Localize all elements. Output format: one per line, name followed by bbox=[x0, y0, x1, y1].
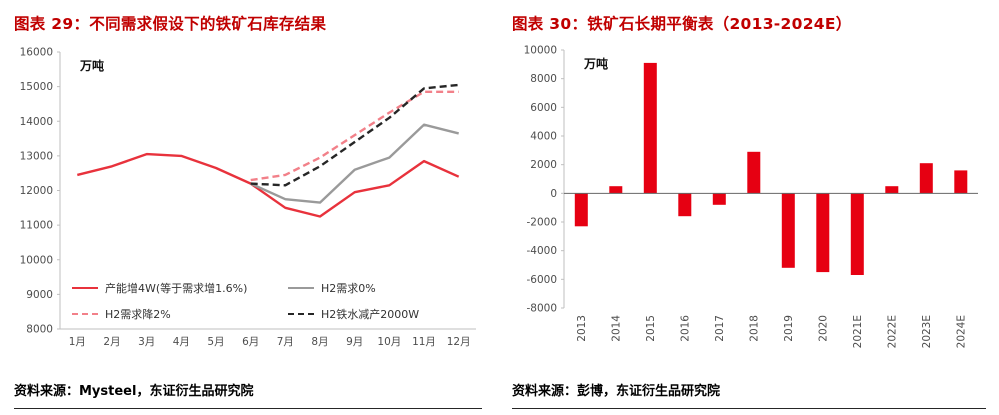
svg-text:10000: 10000 bbox=[20, 254, 53, 266]
svg-text:9月: 9月 bbox=[346, 336, 363, 348]
figure-29-panel: 图表 29：不同需求假设下的铁矿石库存结果 8000 9000 10000 11000… bbox=[14, 0, 482, 415]
legend-item-h2-demand-down-2: H2需求降2% bbox=[72, 306, 288, 322]
svg-text:0: 0 bbox=[550, 188, 557, 200]
legend-swatch-red-solid bbox=[72, 287, 98, 289]
svg-text:2019: 2019 bbox=[783, 315, 795, 342]
svg-text:2021E: 2021E bbox=[852, 315, 864, 348]
legend-swatch-gray-solid bbox=[288, 287, 314, 289]
svg-text:8000: 8000 bbox=[26, 324, 53, 336]
svg-text:2017: 2017 bbox=[714, 315, 726, 342]
svg-text:3月: 3月 bbox=[138, 336, 155, 348]
figure-30-source-note: 资料来源：彭博，东证衍生品研究院 bbox=[512, 384, 721, 399]
svg-text:-4000: -4000 bbox=[526, 245, 557, 257]
svg-text:2020: 2020 bbox=[817, 315, 829, 342]
legend-item-h2-demand-0: H2需求0% bbox=[288, 280, 419, 296]
chart-legend: 产能增4W(等于需求增1.6%) H2需求0% H2需求降2% H2铁水减产20… bbox=[72, 280, 419, 322]
svg-text:-2000: -2000 bbox=[526, 217, 557, 229]
svg-text:10000: 10000 bbox=[524, 45, 557, 57]
svg-text:12000: 12000 bbox=[20, 185, 53, 197]
svg-text:16000: 16000 bbox=[20, 47, 53, 59]
svg-text:2000: 2000 bbox=[530, 159, 557, 171]
legend-swatch-black-dashed bbox=[288, 313, 314, 315]
svg-text:1月: 1月 bbox=[69, 336, 86, 348]
svg-text:11000: 11000 bbox=[20, 220, 53, 232]
legend-item-h2-hot-metal-cut: H2铁水减产2000W bbox=[288, 306, 419, 322]
figure-29-title: 图表 29：不同需求假设下的铁矿石库存结果 bbox=[14, 15, 327, 33]
legend-label: H2铁水减产2000W bbox=[321, 308, 420, 321]
svg-text:2014: 2014 bbox=[610, 315, 622, 342]
svg-text:2024E: 2024E bbox=[955, 315, 967, 348]
svg-text:5月: 5月 bbox=[207, 336, 224, 348]
legend-item-capacity-up: 产能增4W(等于需求增1.6%) bbox=[72, 280, 288, 296]
svg-text:6月: 6月 bbox=[242, 336, 259, 348]
svg-text:15000: 15000 bbox=[20, 81, 53, 93]
figure-29-divider bbox=[14, 408, 482, 409]
iron-ore-inventory-line-chart: 8000 9000 10000 11000 12000 13000 14000 15000 16… bbox=[20, 47, 476, 348]
svg-text:14000: 14000 bbox=[20, 116, 53, 128]
svg-text:2018: 2018 bbox=[748, 315, 760, 342]
svg-text:13000: 13000 bbox=[20, 150, 53, 162]
svg-text:8月: 8月 bbox=[311, 336, 328, 348]
legend-label: H2需求0% bbox=[321, 282, 376, 295]
svg-text:4月: 4月 bbox=[173, 336, 190, 348]
svg-text:-6000: -6000 bbox=[526, 274, 557, 286]
svg-text:万吨: 万吨 bbox=[583, 56, 608, 71]
svg-text:9000: 9000 bbox=[26, 289, 53, 301]
figure-29-source-note: 资料来源：Mysteel，东证衍生品研究院 bbox=[14, 384, 254, 399]
svg-text:10月: 10月 bbox=[377, 336, 401, 348]
figure-29-chart: 8000 9000 10000 11000 12000 13000 14000 15000 16… bbox=[14, 40, 482, 355]
svg-text:2016: 2016 bbox=[679, 315, 691, 342]
figure-30-panel: 图表 30：铁矿石长期平衡表（2013-2024E） -8000 -6000 -40… bbox=[512, 0, 986, 415]
svg-text:2013: 2013 bbox=[576, 315, 588, 342]
figure-30-divider bbox=[512, 408, 986, 409]
legend-label: 产能增4W(等于需求增1.6%) bbox=[105, 282, 248, 295]
svg-text:4000: 4000 bbox=[530, 131, 557, 143]
figure-30-title: 图表 30：铁矿石长期平衡表（2013-2024E） bbox=[512, 15, 852, 33]
svg-text:6000: 6000 bbox=[530, 102, 557, 114]
svg-text:2月: 2月 bbox=[103, 336, 120, 348]
legend-label: H2需求降2% bbox=[105, 308, 171, 321]
figure-30-chart: -8000 -6000 -4000 -2000 0 2000 4000 6000 8000 100… bbox=[512, 40, 986, 370]
iron-ore-balance-bar-chart: -8000 -6000 -4000 -2000 0 2000 4000 6000 8000 100… bbox=[524, 45, 978, 348]
svg-text:万吨: 万吨 bbox=[79, 58, 104, 73]
svg-text:7月: 7月 bbox=[277, 336, 294, 348]
svg-text:11月: 11月 bbox=[412, 336, 436, 348]
svg-text:2022E: 2022E bbox=[886, 315, 898, 348]
legend-swatch-pink-dashed bbox=[72, 313, 98, 315]
svg-text:2023E: 2023E bbox=[921, 315, 933, 348]
svg-text:2015: 2015 bbox=[645, 315, 657, 342]
svg-text:8000: 8000 bbox=[530, 73, 557, 85]
svg-text:12月: 12月 bbox=[447, 336, 471, 348]
svg-text:-8000: -8000 bbox=[526, 303, 557, 315]
